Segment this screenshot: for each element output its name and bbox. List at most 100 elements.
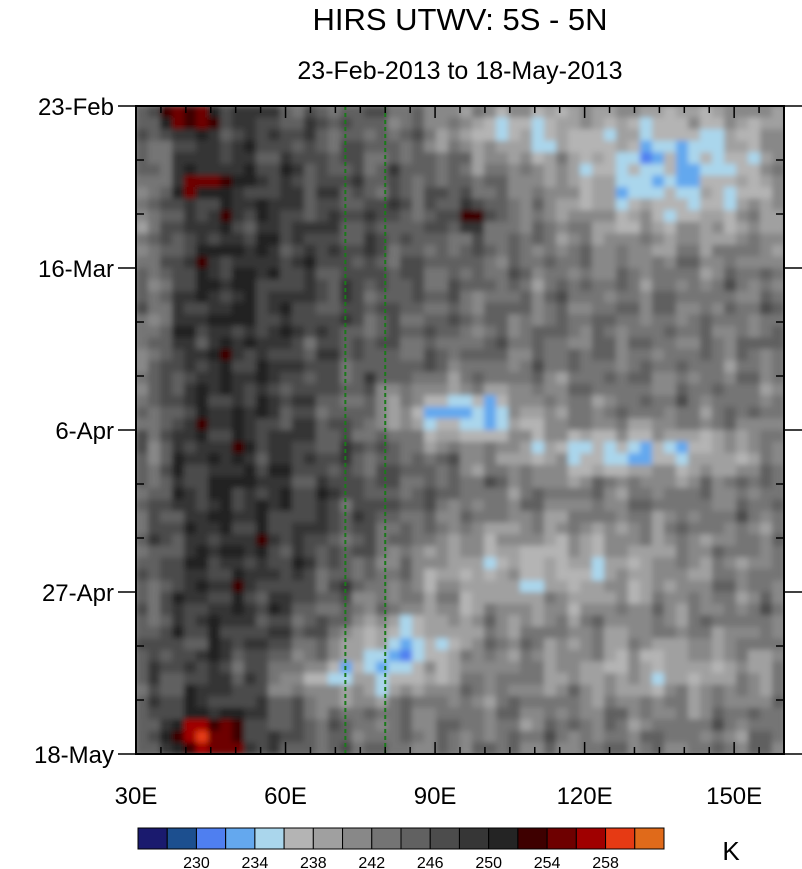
field-cell	[364, 696, 377, 709]
field-cell	[256, 730, 269, 744]
field-cell	[184, 244, 197, 258]
field-cell	[760, 499, 773, 512]
field-cell	[316, 534, 329, 547]
field-cell	[676, 210, 689, 223]
field-cell	[136, 233, 149, 246]
field-cell	[376, 163, 389, 177]
field-cell	[748, 117, 761, 130]
field-cell	[616, 568, 629, 582]
field-cell	[244, 568, 257, 582]
field-cell	[220, 592, 233, 605]
field-cell	[760, 730, 773, 744]
field-cell	[508, 684, 521, 697]
field-cell	[520, 592, 533, 605]
field-cell	[484, 152, 497, 165]
field-cell	[520, 522, 533, 535]
field-cell	[544, 545, 557, 558]
field-cell	[400, 707, 413, 720]
field-cell	[712, 638, 725, 651]
field-cell	[364, 580, 377, 593]
field-cell	[628, 464, 641, 477]
field-cell	[640, 291, 653, 304]
field-cell	[628, 325, 641, 339]
field-cell	[400, 464, 413, 477]
colorbar-box	[575, 827, 607, 850]
field-cell	[556, 545, 569, 558]
field-cell	[328, 568, 341, 582]
field-cell	[496, 696, 509, 709]
field-cell	[292, 476, 305, 489]
field-cell	[268, 163, 281, 177]
field-cell	[328, 210, 341, 223]
field-cell	[496, 476, 509, 489]
field-cell	[160, 522, 173, 535]
field-cell	[148, 615, 161, 628]
field-cell	[292, 360, 305, 373]
field-cell	[316, 325, 329, 339]
field-cell	[340, 638, 353, 651]
field-cell	[304, 244, 317, 258]
field-cell	[448, 592, 461, 605]
field-cell	[640, 487, 653, 501]
field-cell	[700, 453, 713, 466]
field-cell	[388, 221, 401, 234]
field-cell	[316, 302, 329, 315]
field-cell	[700, 638, 713, 651]
field-cell	[628, 673, 641, 686]
field-cell	[160, 499, 173, 512]
field-cell	[760, 279, 773, 292]
field-cell	[736, 638, 749, 651]
field-cell	[184, 268, 197, 281]
field-cell	[172, 210, 185, 223]
field-cell	[136, 291, 149, 304]
field-cell	[700, 349, 713, 362]
field-cell	[352, 302, 365, 315]
field-cell	[268, 383, 281, 396]
field-cell	[328, 730, 341, 744]
field-cell	[136, 314, 149, 327]
field-cell	[760, 464, 773, 477]
field-cell	[364, 325, 377, 339]
field-cell	[256, 464, 269, 477]
field-cell	[532, 140, 545, 153]
field-cell	[232, 707, 245, 720]
field-cell	[496, 279, 509, 292]
field-cell	[628, 221, 641, 234]
field-cell	[352, 372, 365, 385]
field-cell	[556, 152, 569, 165]
field-cell	[364, 511, 377, 524]
field-cell	[436, 603, 449, 616]
field-cell	[652, 441, 665, 454]
field-cell	[160, 707, 173, 720]
field-cell	[604, 615, 617, 628]
field-cell	[400, 719, 413, 732]
field-cell	[496, 499, 509, 512]
field-cell	[568, 129, 581, 142]
field-cell	[592, 592, 605, 605]
field-cell	[280, 557, 293, 570]
field-cell	[292, 580, 305, 593]
field-cell	[688, 719, 701, 732]
field-cell	[316, 406, 329, 420]
field-cell	[316, 476, 329, 489]
field-cell	[328, 187, 341, 200]
field-cell	[232, 684, 245, 697]
field-cell	[448, 187, 461, 200]
field-cell	[352, 152, 365, 165]
field-cell	[580, 221, 593, 234]
field-cell	[700, 291, 713, 304]
field-cell	[532, 302, 545, 315]
field-cell	[700, 175, 713, 188]
field-cell	[520, 140, 533, 153]
field-cell	[580, 140, 593, 153]
field-cell	[652, 268, 665, 281]
field-cell	[268, 418, 281, 431]
field-cell	[592, 221, 605, 234]
field-cell	[376, 684, 389, 697]
field-cell	[196, 545, 209, 558]
field-cell	[244, 464, 257, 477]
field-cell	[292, 140, 305, 153]
field-cell	[556, 418, 569, 431]
field-cell	[352, 187, 365, 200]
field-cell	[496, 626, 509, 639]
